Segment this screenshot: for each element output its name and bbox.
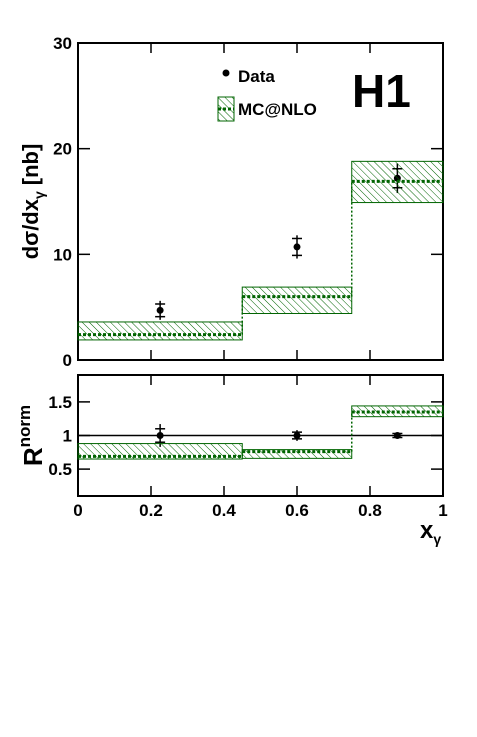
y-tick-label: 20 bbox=[53, 140, 72, 159]
x-tick-label: 0 bbox=[73, 501, 82, 520]
x-tick-label: 0.8 bbox=[358, 501, 382, 520]
mc-band bbox=[77, 321, 243, 341]
y-tick-label: 10 bbox=[53, 245, 72, 264]
data-point bbox=[293, 432, 301, 439]
legend-label: MC@NLO bbox=[238, 100, 317, 119]
legend-label: Data bbox=[238, 67, 275, 86]
legend-marker bbox=[222, 69, 230, 77]
x-tick-label: 1 bbox=[438, 501, 447, 520]
y-tick-label: 0.5 bbox=[48, 460, 72, 479]
mc-band bbox=[241, 449, 353, 459]
y-label-unit: [nb] bbox=[18, 144, 43, 186]
y-label-sup: norm bbox=[15, 405, 34, 448]
y-tick-label: 1 bbox=[63, 427, 72, 446]
x-tick-label: 0.2 bbox=[139, 501, 163, 520]
x-axis-label: xγ bbox=[420, 517, 441, 547]
y-tick-label: 30 bbox=[53, 34, 72, 53]
data-point bbox=[156, 432, 164, 439]
data-point bbox=[293, 243, 301, 251]
y-axis-label: Rnorm bbox=[15, 405, 48, 466]
y-tick-label: 1.5 bbox=[48, 393, 72, 412]
data-point bbox=[156, 306, 164, 314]
y-label-sub: γ bbox=[31, 191, 47, 199]
y-axis-label: dσ/dxγ [nb] bbox=[18, 144, 47, 260]
mc-band bbox=[241, 286, 353, 315]
y-tick-label: 0 bbox=[63, 351, 72, 370]
x-tick-label: 0.6 bbox=[285, 501, 309, 520]
x-tick-label: 0.4 bbox=[212, 501, 236, 520]
x-label-main: x bbox=[420, 517, 434, 544]
data-point bbox=[393, 432, 401, 439]
y-label-main: R bbox=[18, 447, 48, 466]
experiment-label: H1 bbox=[352, 65, 411, 117]
x-label-sub: γ bbox=[433, 531, 441, 547]
y-label-main: dσ/dx bbox=[18, 198, 43, 259]
